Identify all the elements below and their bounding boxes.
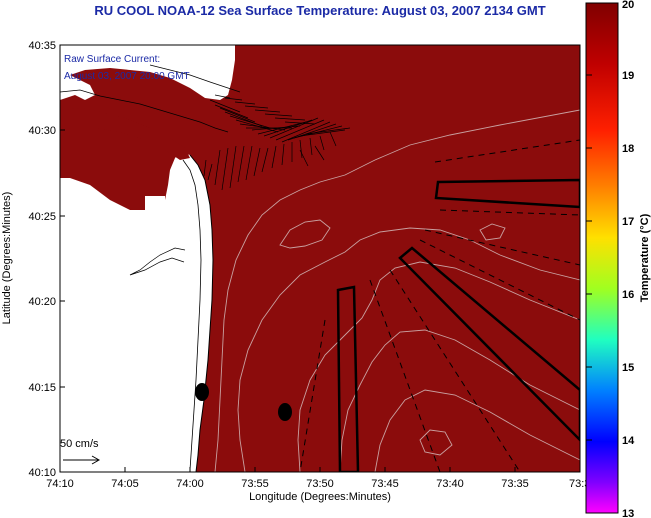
axis-tick-marks (59, 44, 516, 473)
y-tick-label: 40:30 (28, 125, 56, 137)
scale-arrowhead (91, 455, 101, 465)
colorbar: 20 19 18 17 16 15 14 13 Temperature (°C) (585, 0, 651, 518)
colorbar-tick: 20 (622, 0, 634, 11)
colorbar-label: Temperature (°C) (639, 213, 651, 302)
colorbar-tick: 15 (622, 362, 634, 374)
x-tick-label: 73:55 (241, 478, 269, 490)
x-tick-label: 74:10 (46, 478, 74, 490)
current-annotation-line2: August 03, 2007 20:00 GMT (64, 71, 190, 82)
surface-current-vectors (203, 94, 351, 191)
y-tick-labels: 40:35 40:30 40:25 40:20 40:15 40:10 (28, 40, 56, 479)
coastline (189, 154, 214, 472)
x-tick-label: 73:3 (569, 478, 590, 490)
x-tick-label: 73:40 (436, 478, 464, 490)
x-axis-label: Longitude (Degrees:Minutes) (249, 491, 391, 503)
x-tick-label: 73:35 (501, 478, 529, 490)
plot-area (60, 45, 580, 472)
y-tick-label: 40:15 (28, 382, 56, 394)
ocean-sst-field (60, 45, 580, 472)
station-marker (278, 403, 292, 421)
x-tick-label: 74:05 (111, 478, 139, 490)
x-tick-label: 73:50 (306, 478, 334, 490)
shore-detail (129, 247, 186, 276)
current-annotation-line1: Raw Surface Current: (64, 54, 160, 65)
colorbar-tick: 13 (622, 508, 634, 518)
x-tick-label: 73:45 (371, 478, 399, 490)
scale-label: 50 cm/s (60, 438, 99, 450)
colorbar-tick: 17 (622, 216, 634, 228)
station-marker (195, 383, 209, 401)
y-tick-label: 40:10 (28, 467, 56, 479)
colorbar-tick: 18 (622, 143, 634, 155)
x-tick-label: 74:00 (176, 478, 204, 490)
colorbar-gradient (585, 2, 619, 514)
y-axis-label: Latitude (Degrees:Minutes) (1, 192, 13, 325)
x-tick-labels: 74:10 74:05 74:00 73:55 73:50 73:45 73:4… (46, 478, 590, 490)
colorbar-tick: 14 (622, 435, 635, 447)
colorbar-tick: 16 (622, 289, 634, 301)
y-tick-label: 40:35 (28, 40, 56, 52)
colorbar-tick: 19 (622, 70, 634, 82)
cloud-mask (145, 196, 165, 214)
cloud-mask (174, 205, 186, 219)
shore-detail (60, 89, 229, 133)
bay-water (60, 108, 190, 160)
survey-boxes (336, 178, 580, 472)
coastline-inner (182, 159, 202, 471)
bathymetry-contours (214, 109, 580, 472)
y-tick-label: 40:20 (28, 296, 56, 308)
y-tick-label: 40:25 (28, 211, 56, 223)
shore-detail (149, 64, 241, 93)
map-title: RU COOL NOAA-12 Sea Surface Temperature:… (94, 3, 546, 18)
survey-lines (299, 139, 580, 472)
